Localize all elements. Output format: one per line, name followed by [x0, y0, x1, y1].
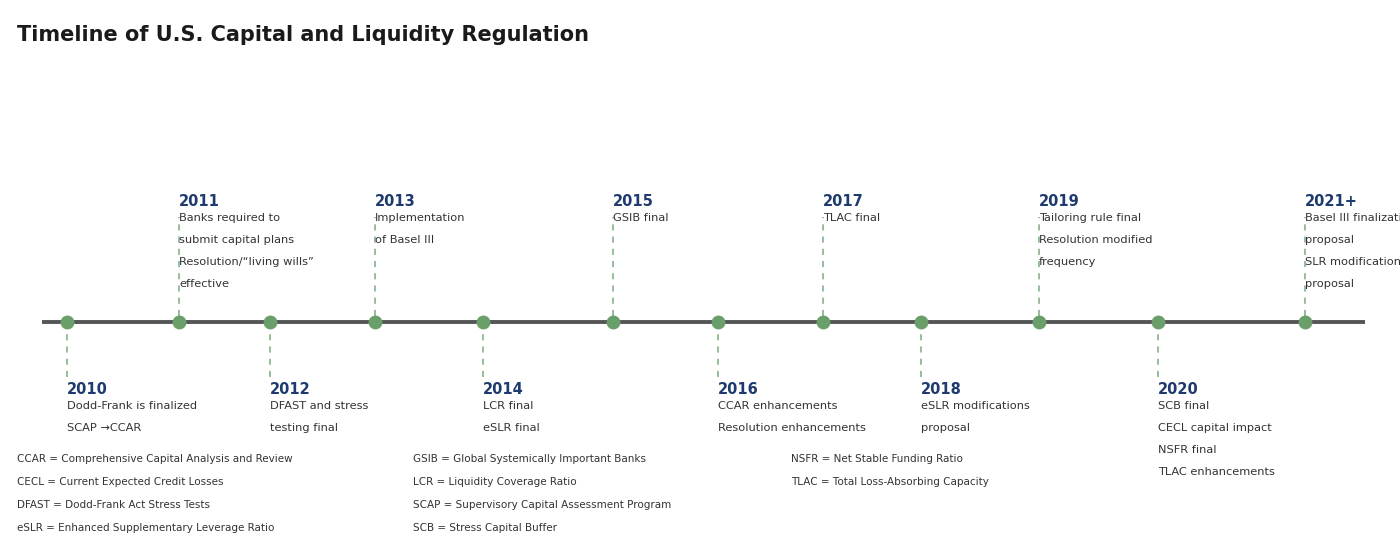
Text: GSIB = Global Systemically Important Banks: GSIB = Global Systemically Important Ban… [413, 454, 645, 464]
Text: submit capital plans: submit capital plans [179, 235, 294, 245]
Text: proposal: proposal [1305, 279, 1354, 289]
Text: TLAC = Total Loss-Absorbing Capacity: TLAC = Total Loss-Absorbing Capacity [791, 477, 988, 487]
Text: Dodd-Frank is finalized: Dodd-Frank is finalized [67, 401, 197, 411]
Text: CCAR enhancements: CCAR enhancements [718, 401, 837, 411]
Point [168, 317, 190, 326]
Text: Banks required to: Banks required to [179, 213, 280, 223]
Text: NSFR final: NSFR final [1158, 445, 1217, 455]
Text: NSFR = Net Stable Funding Ratio: NSFR = Net Stable Funding Ratio [791, 454, 963, 464]
Point [364, 317, 386, 326]
Text: 2016: 2016 [718, 382, 759, 397]
Text: proposal: proposal [1305, 235, 1354, 245]
Point [910, 317, 932, 326]
Text: SCB final: SCB final [1158, 401, 1210, 411]
Text: TLAC final: TLAC final [823, 213, 881, 223]
Text: proposal: proposal [921, 423, 970, 433]
Text: 2019: 2019 [1039, 194, 1079, 209]
Text: SLR modifications: SLR modifications [1305, 257, 1400, 267]
Point [1294, 317, 1316, 326]
Text: Resolution modified: Resolution modified [1039, 235, 1152, 245]
Text: testing final: testing final [270, 423, 339, 433]
Point [1147, 317, 1169, 326]
Text: frequency: frequency [1039, 257, 1096, 267]
Point [1028, 317, 1050, 326]
Text: eSLR = Enhanced Supplementary Leverage Ratio: eSLR = Enhanced Supplementary Leverage R… [17, 523, 274, 533]
Text: 2011: 2011 [179, 194, 220, 209]
Text: effective: effective [179, 279, 230, 289]
Text: 2020: 2020 [1158, 382, 1198, 397]
Text: 2015: 2015 [613, 194, 654, 209]
Text: DFAST and stress: DFAST and stress [270, 401, 368, 411]
Text: eSLR final: eSLR final [483, 423, 540, 433]
Text: 2010: 2010 [67, 382, 108, 397]
Text: 2021+: 2021+ [1305, 194, 1358, 209]
Text: 2017: 2017 [823, 194, 864, 209]
Text: eSLR modifications: eSLR modifications [921, 401, 1030, 411]
Text: 2012: 2012 [270, 382, 311, 397]
Text: Resolution enhancements: Resolution enhancements [718, 423, 867, 433]
Text: SCAP = Supervisory Capital Assessment Program: SCAP = Supervisory Capital Assessment Pr… [413, 500, 671, 510]
Text: Implementation: Implementation [375, 213, 466, 223]
Point [707, 317, 729, 326]
Text: CECL capital impact: CECL capital impact [1158, 423, 1271, 433]
Point [602, 317, 624, 326]
Point [812, 317, 834, 326]
Text: CCAR = Comprehensive Capital Analysis and Review: CCAR = Comprehensive Capital Analysis an… [17, 454, 293, 464]
Text: Tailoring rule final: Tailoring rule final [1039, 213, 1141, 223]
Text: CECL = Current Expected Credit Losses: CECL = Current Expected Credit Losses [17, 477, 224, 487]
Point [56, 317, 78, 326]
Text: SCAP →CCAR: SCAP →CCAR [67, 423, 141, 433]
Text: DFAST = Dodd-Frank Act Stress Tests: DFAST = Dodd-Frank Act Stress Tests [17, 500, 210, 510]
Text: Timeline of U.S. Capital and Liquidity Regulation: Timeline of U.S. Capital and Liquidity R… [17, 25, 589, 45]
Text: LCR final: LCR final [483, 401, 533, 411]
Text: Basel III finalization: Basel III finalization [1305, 213, 1400, 223]
Text: 2013: 2013 [375, 194, 416, 209]
Text: 2014: 2014 [483, 382, 524, 397]
Point [259, 317, 281, 326]
Text: of Basel III: of Basel III [375, 235, 434, 245]
Text: SCB = Stress Capital Buffer: SCB = Stress Capital Buffer [413, 523, 557, 533]
Text: Resolution/“living wills”: Resolution/“living wills” [179, 257, 314, 267]
Text: LCR = Liquidity Coverage Ratio: LCR = Liquidity Coverage Ratio [413, 477, 577, 487]
Text: TLAC enhancements: TLAC enhancements [1158, 467, 1274, 477]
Text: 2018: 2018 [921, 382, 962, 397]
Point [472, 317, 494, 326]
Text: GSIB final: GSIB final [613, 213, 669, 223]
